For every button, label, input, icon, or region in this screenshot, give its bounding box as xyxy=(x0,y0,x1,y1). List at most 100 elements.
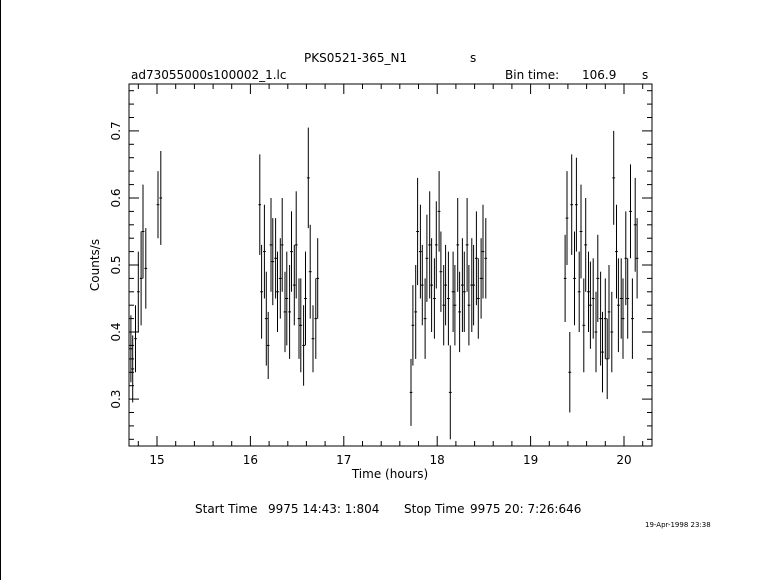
data-point xyxy=(134,305,137,373)
data-point xyxy=(621,278,625,359)
data-point xyxy=(297,278,301,359)
data-point xyxy=(589,261,592,349)
data-point xyxy=(437,171,441,252)
y-tick-label: 0.7 xyxy=(109,121,123,140)
y-tick-label: 0.4 xyxy=(109,322,123,341)
y-tick-labels: 0.3 0.4 0.5 0.6 0.7 xyxy=(109,121,123,408)
data-point xyxy=(629,164,632,259)
data-point xyxy=(568,332,572,413)
data-point xyxy=(594,291,598,373)
x-tick-label: 17 xyxy=(336,453,351,467)
x-tick-labels: 15 16 17 18 19 20 xyxy=(149,453,631,467)
data-point xyxy=(635,218,639,299)
data-point xyxy=(274,218,277,299)
data-point xyxy=(288,265,291,359)
start-time-value: 9975 14:43: 1:804 xyxy=(268,502,380,516)
chart-title-suffix: s xyxy=(470,51,477,65)
data-point xyxy=(596,234,600,322)
data-point xyxy=(603,278,607,359)
data-point xyxy=(434,201,438,289)
data-point xyxy=(129,315,133,383)
data-point xyxy=(439,231,443,312)
data-point xyxy=(587,251,590,332)
stop-time-value: 9975 20: 7:26:646 xyxy=(470,502,582,516)
data-point xyxy=(573,231,576,326)
data-point xyxy=(302,305,305,386)
data-point xyxy=(285,251,289,346)
y-tick-label: 0.6 xyxy=(109,188,123,207)
data-point xyxy=(308,224,312,319)
data-point xyxy=(159,151,163,245)
data-point xyxy=(414,265,418,359)
data-point xyxy=(409,358,413,426)
data-point xyxy=(631,278,634,359)
data-point xyxy=(260,244,263,339)
data-point xyxy=(472,244,475,326)
x-tick-label: 20 xyxy=(616,453,631,467)
data-point xyxy=(584,198,588,292)
data-point xyxy=(258,154,262,255)
data-point xyxy=(484,218,488,299)
data-point xyxy=(263,204,266,299)
data-point xyxy=(278,238,282,319)
x-tick-label: 19 xyxy=(523,453,538,467)
data-point xyxy=(280,198,284,292)
data-point xyxy=(599,271,602,366)
data-point xyxy=(419,204,422,299)
data-point xyxy=(304,251,307,346)
x-axis-label: Time (hours) xyxy=(351,467,428,481)
data-point xyxy=(475,211,478,306)
x-tick-label: 15 xyxy=(149,453,164,467)
data-point xyxy=(626,258,630,339)
x-tick-label: 18 xyxy=(430,453,445,467)
data-point xyxy=(462,251,466,332)
data-point xyxy=(137,251,140,332)
data-point xyxy=(605,318,609,400)
data-point xyxy=(444,244,447,326)
bin-time-label: Bin time: xyxy=(505,68,560,82)
plot-frame xyxy=(128,83,653,447)
data-point xyxy=(144,228,148,309)
data-point xyxy=(314,278,318,359)
data-point xyxy=(615,204,618,299)
data-point xyxy=(425,214,429,302)
data-point xyxy=(292,244,296,326)
plot-timestamp: 19-Apr-1998 23:38 xyxy=(645,521,711,529)
y-tick-label: 0.5 xyxy=(109,255,123,274)
data-point xyxy=(420,244,424,326)
bin-time-unit: s xyxy=(642,68,649,82)
data-point xyxy=(582,278,586,373)
data-point xyxy=(458,271,461,353)
data-points xyxy=(129,127,639,440)
data-point xyxy=(294,191,298,299)
data-point xyxy=(601,311,604,393)
data-point xyxy=(311,305,315,373)
data-point xyxy=(266,311,270,379)
data-point xyxy=(565,171,569,265)
data-point xyxy=(290,211,293,292)
y-tick-label: 0.3 xyxy=(109,390,123,409)
data-point xyxy=(467,265,471,346)
axis-ticks xyxy=(129,84,652,446)
data-point xyxy=(139,231,143,326)
data-point xyxy=(591,258,595,339)
data-point xyxy=(577,251,581,332)
data-point xyxy=(433,258,436,339)
data-point xyxy=(579,184,583,279)
data-point xyxy=(619,258,623,339)
data-point xyxy=(633,177,637,272)
window-left-border xyxy=(0,0,1,580)
bin-time-value: 106.9 xyxy=(582,68,617,82)
data-point xyxy=(448,345,452,440)
data-point xyxy=(447,251,450,346)
start-time-label: Start Time xyxy=(195,502,258,516)
data-point xyxy=(423,278,427,359)
data-point xyxy=(607,265,611,359)
data-point xyxy=(264,271,268,366)
data-point xyxy=(269,198,273,292)
data-point xyxy=(306,127,310,229)
data-point xyxy=(316,238,319,319)
data-point xyxy=(141,184,145,279)
data-point xyxy=(442,265,446,346)
